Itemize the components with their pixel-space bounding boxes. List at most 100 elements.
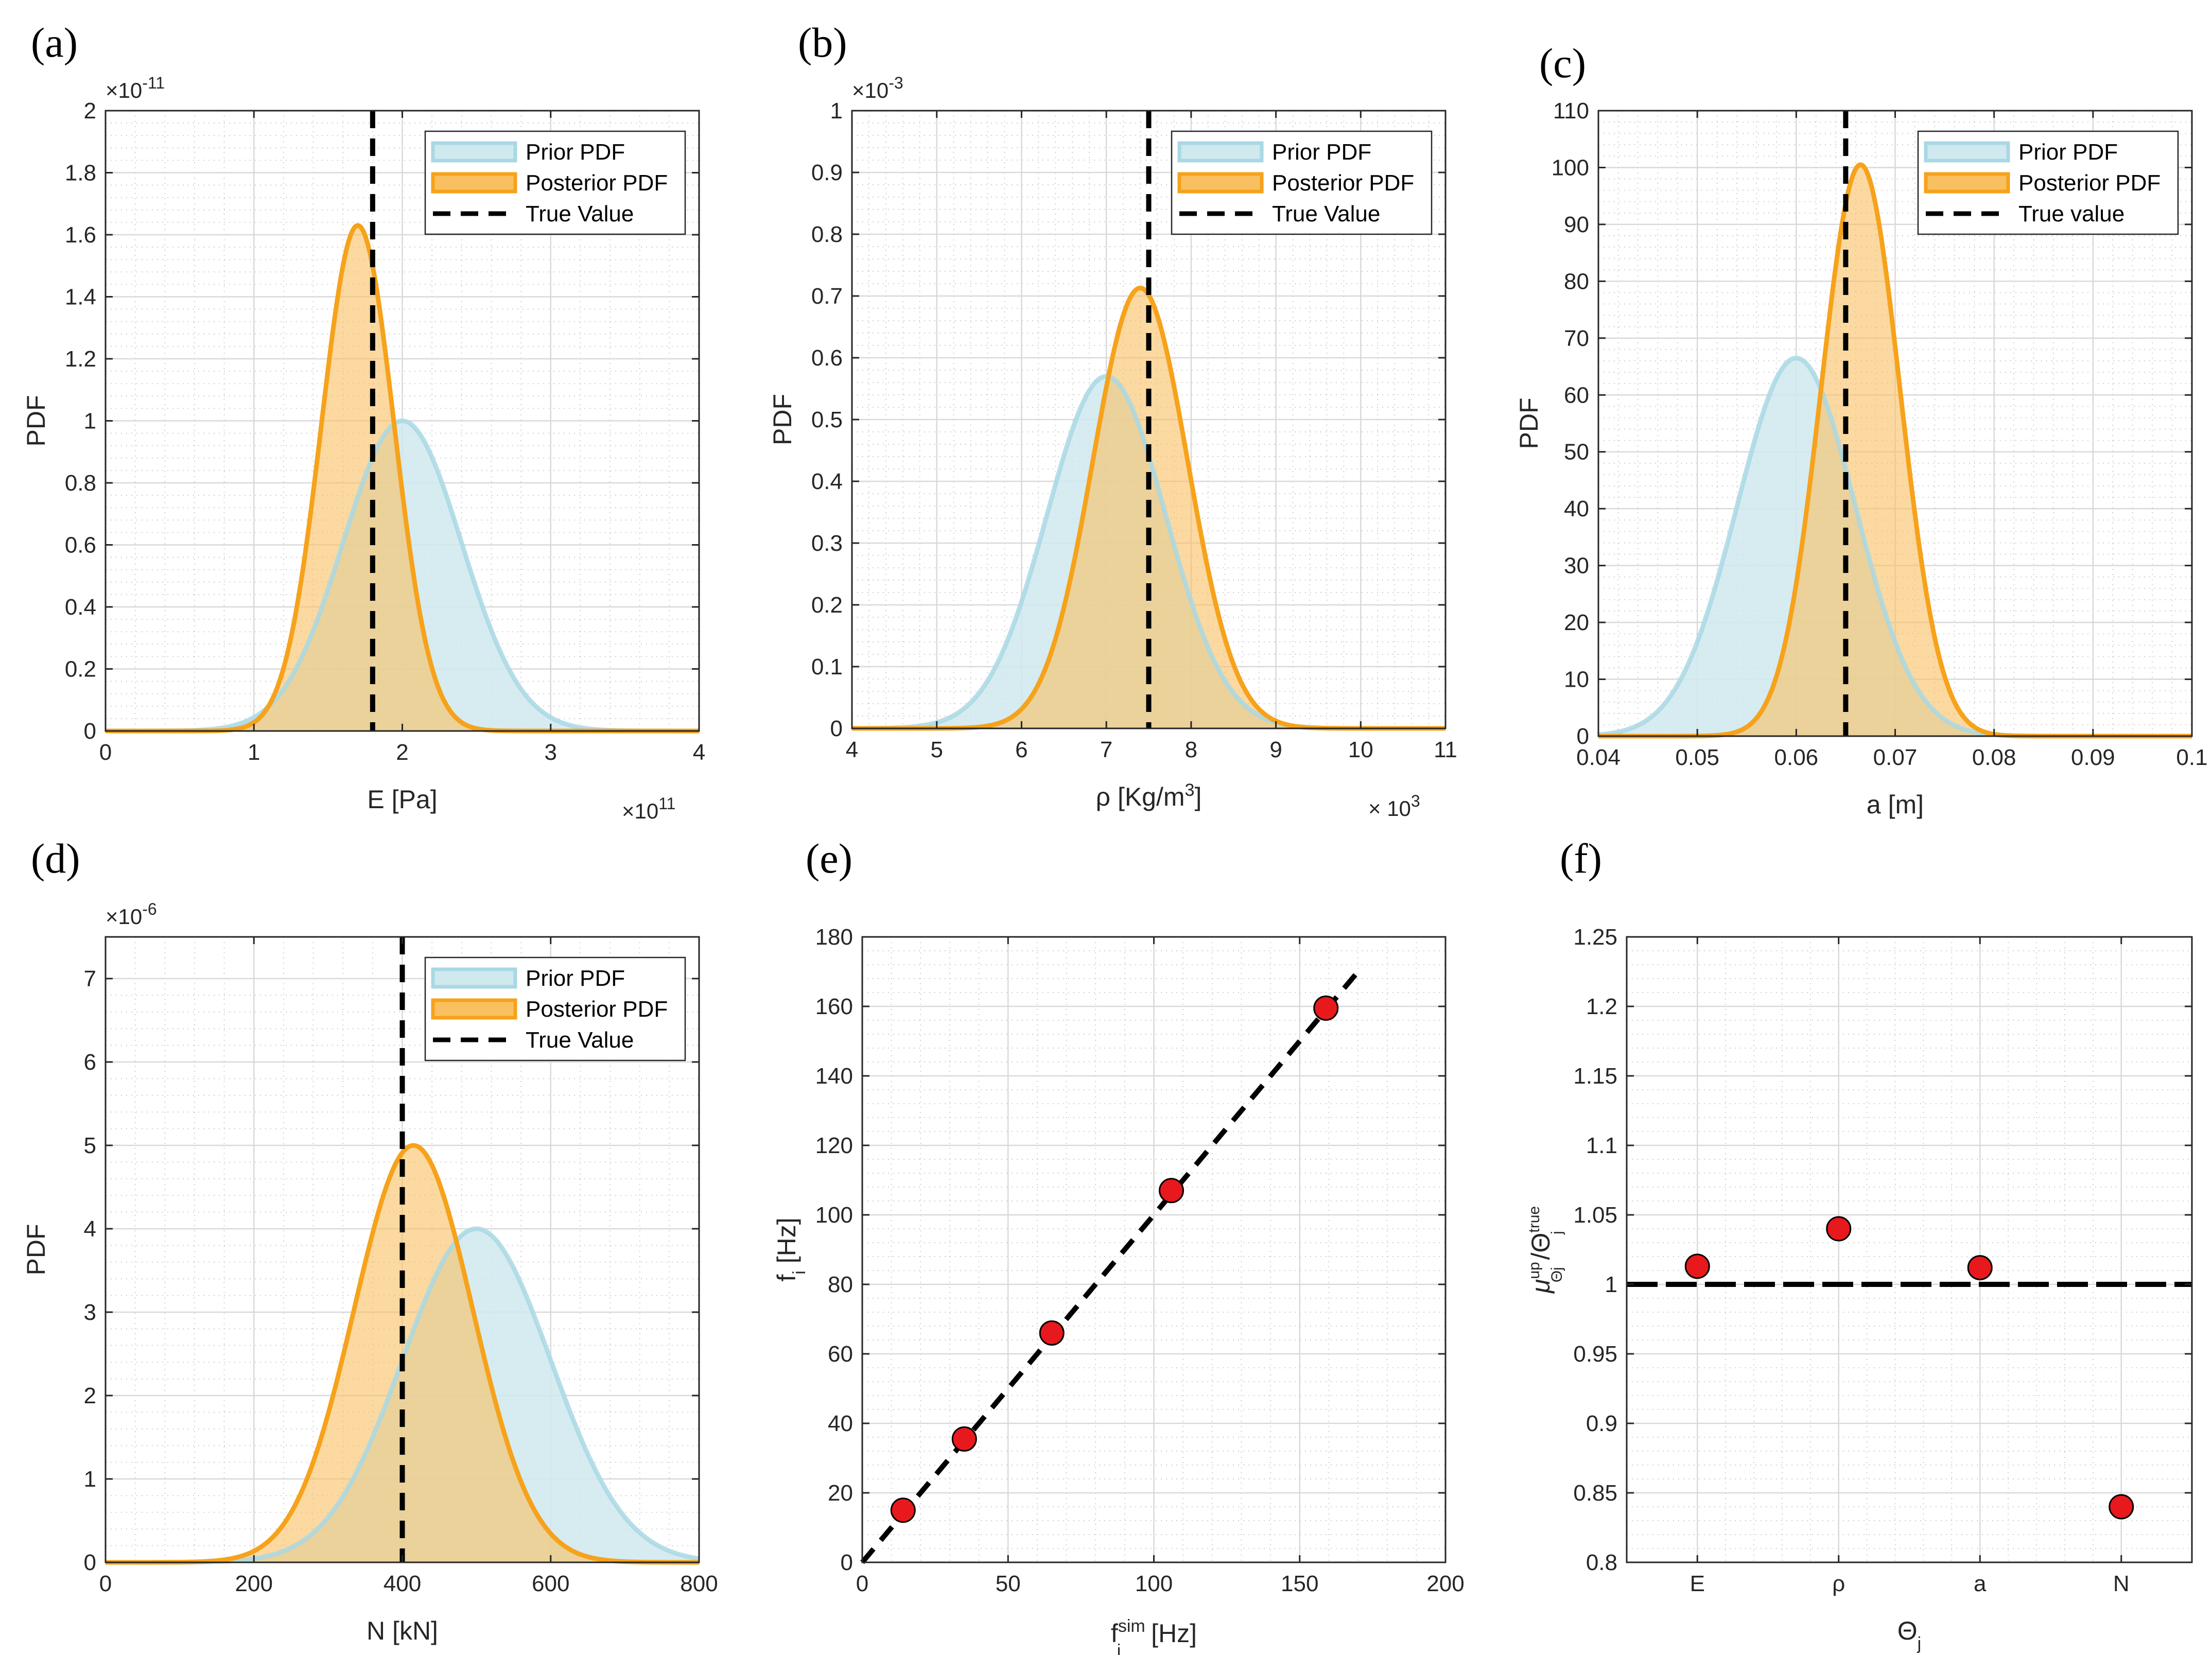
x-tick-label: 0.1: [2176, 745, 2207, 770]
y-tick-label: 90: [1564, 212, 1589, 237]
legend-swatch-prior: [431, 141, 517, 163]
legend-swatch-posterior: [1924, 172, 2010, 194]
y-tick-label: 0: [830, 716, 843, 741]
x-tick-label: 0.08: [1972, 745, 2016, 770]
x-tick-label: 4: [693, 740, 705, 765]
y-tick-label: 0: [1577, 724, 1589, 749]
y-tick-label: 40: [1564, 496, 1589, 521]
y-tick-label: 0.6: [65, 533, 96, 558]
posterior-pdf-area: [1598, 165, 2192, 736]
x-tick-label: 50: [996, 1571, 1021, 1596]
y-tick-label: 40: [828, 1411, 853, 1436]
x-axis-label: a [m]: [1867, 790, 1924, 819]
legend-swatch-prior: [1177, 141, 1264, 163]
y-tick-label: 20: [1564, 610, 1589, 635]
panel-label: (f): [1560, 835, 1602, 882]
x-tick-label: 7: [1100, 737, 1112, 762]
y-tick-label: 100: [1552, 155, 1589, 180]
y-tick-label: 20: [828, 1480, 853, 1506]
y-tick-label: 0.8: [65, 471, 96, 496]
legend: Prior PDF Posterior PDF True value: [1917, 130, 2179, 235]
y-tick-label: 1.2: [65, 346, 96, 372]
x-tick-label: 6: [1015, 737, 1027, 762]
y-exponent: ×10-11: [106, 74, 165, 102]
legend-entry: Posterior PDF: [1272, 170, 1414, 196]
x-tick-label: 600: [532, 1571, 569, 1596]
y-exponent: ×10-3: [852, 74, 903, 102]
y-exponent: ×10-6: [106, 900, 157, 929]
y-tick-label: 60: [1564, 382, 1589, 408]
x-exponent: ×1011: [622, 794, 675, 823]
legend-entry: Prior PDF: [526, 140, 625, 165]
y-tick-label: 80: [828, 1272, 853, 1297]
legend-entry: Posterior PDF: [526, 170, 668, 196]
subplot-a: Prior PDF Posterior PDF True Value E [Pa] PD…: [22, 19, 705, 823]
y-tick-label: 0.4: [811, 469, 843, 494]
legend: Prior PDF Posterior PDF True Value: [424, 956, 686, 1061]
y-tick-label: 70: [1564, 326, 1589, 351]
y-axis-label: PDF: [22, 1224, 50, 1276]
y-tick-label: 160: [815, 994, 853, 1019]
x-tick-label: 100: [1135, 1571, 1173, 1596]
y-axis-label: PDF: [1514, 398, 1543, 449]
subplot-b: Prior PDF Posterior PDF True Value ρ [Kg/m3…: [768, 19, 1457, 821]
x-axis-label: fsim i [Hz]: [1111, 1616, 1197, 1655]
x-tick-label: 9: [1269, 737, 1282, 762]
y-tick-label: 0.1: [811, 654, 843, 680]
x-axis-label: ρ [Kg/m3]: [1096, 780, 1202, 811]
y-axis-label: PDF: [768, 394, 797, 445]
y-tick-label: 0.9: [1586, 1411, 1617, 1436]
legend-swatch-posterior: [1177, 172, 1264, 194]
x-tick-label: a: [1974, 1571, 1987, 1596]
y-tick-label: 0.95: [1573, 1342, 1617, 1367]
y-tick-label: 30: [1564, 553, 1589, 579]
y-tick-label: 0.9: [811, 160, 843, 185]
x-tick-label: 400: [384, 1571, 421, 1596]
x-axis-label: E [Pa]: [367, 785, 437, 814]
posterior-pdf-line: [106, 1143, 699, 1565]
y-tick-label: 0.85: [1573, 1480, 1617, 1506]
x-tick-label: 800: [680, 1571, 718, 1596]
y-tick-label: 0.8: [1586, 1550, 1617, 1575]
y-tick-label: 1: [84, 1467, 96, 1492]
x-tick-label: 8: [1185, 737, 1197, 762]
y-tick-label: 100: [815, 1203, 853, 1228]
y-tick-label: 7: [84, 966, 96, 991]
data-point: [1158, 1178, 1184, 1204]
y-tick-label: 3: [84, 1300, 96, 1325]
y-tick-label: 60: [828, 1342, 853, 1367]
legend-swatch-prior: [431, 967, 517, 989]
plot-area: [1627, 937, 2192, 1562]
y-tick-label: 5: [84, 1133, 96, 1158]
x-tick-label: ρ: [1832, 1571, 1845, 1596]
y-tick-label: 1: [1605, 1272, 1617, 1297]
x-tick-label: 0.05: [1675, 745, 1719, 770]
y-tick-label: 0.3: [811, 531, 843, 556]
y-tick-label: 4: [84, 1216, 96, 1242]
y-tick-label: 6: [84, 1050, 96, 1075]
y-tick-label: 0.7: [811, 284, 843, 309]
x-tick-label: 10: [1348, 737, 1373, 762]
y-tick-label: 0.2: [811, 593, 843, 618]
y-axis-label: μup Θj /Θtrue j: [1526, 1206, 1565, 1294]
x-tick-label: 1: [248, 740, 260, 765]
y-tick-label: 1: [84, 409, 96, 434]
x-tick-label: 3: [545, 740, 557, 765]
x-tick-label: 0: [99, 740, 112, 765]
y-tick-label: 1.1: [1586, 1133, 1617, 1158]
legend-swatch-prior: [1924, 141, 2010, 163]
y-tick-label: 0.5: [811, 407, 843, 432]
panel-label: (e): [806, 835, 852, 882]
data-point: [1967, 1255, 1993, 1281]
data-point: [1313, 995, 1339, 1021]
legend-entry: Prior PDF: [526, 966, 625, 991]
x-axis-label: Θj: [1897, 1616, 1921, 1653]
x-axis-label: N [kN]: [367, 1616, 438, 1645]
y-tick-label: 0.8: [811, 222, 843, 247]
legend-entry: Posterior PDF: [526, 997, 668, 1022]
x-tick-label: 0.07: [1873, 745, 1918, 770]
x-tick-label: 0: [856, 1571, 868, 1596]
y-tick-label: 110: [1553, 98, 1589, 124]
x-exponent: × 103: [1368, 792, 1420, 821]
